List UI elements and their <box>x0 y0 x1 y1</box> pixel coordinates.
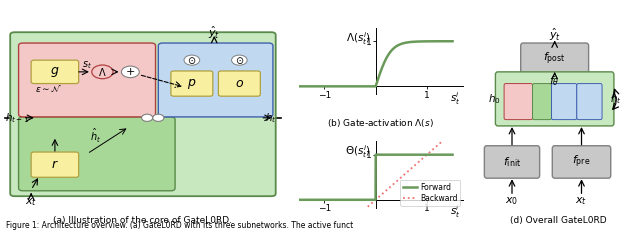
FancyBboxPatch shape <box>31 60 79 84</box>
Text: $r$: $r$ <box>51 158 59 171</box>
Forward <box>449 153 456 156</box>
Text: $\Lambda$: $\Lambda$ <box>98 66 107 78</box>
Text: $\epsilon \sim \mathcal{N}$: $\epsilon \sim \mathcal{N}$ <box>35 82 63 94</box>
FancyBboxPatch shape <box>495 72 614 126</box>
FancyBboxPatch shape <box>484 146 540 178</box>
Forward <box>357 198 365 201</box>
FancyBboxPatch shape <box>521 43 589 74</box>
Text: Figure 1: Architecture overview. (a) GateL0RD with its three subnetworks. The ac: Figure 1: Architecture overview. (a) Gat… <box>6 221 354 230</box>
Forward <box>295 198 303 201</box>
Text: $g$: $g$ <box>50 65 60 79</box>
Text: $+$: $+$ <box>125 66 136 77</box>
Circle shape <box>92 65 113 79</box>
Circle shape <box>122 66 140 78</box>
Backward <box>417 158 425 161</box>
Title: (d) Overall GateL0RD: (d) Overall GateL0RD <box>509 216 606 225</box>
Text: $\odot$: $\odot$ <box>188 55 196 66</box>
FancyBboxPatch shape <box>19 117 175 191</box>
Forward <box>401 153 408 156</box>
FancyBboxPatch shape <box>532 84 552 120</box>
FancyBboxPatch shape <box>504 84 532 120</box>
Backward <box>401 173 408 176</box>
Forward <box>363 198 371 201</box>
Backward <box>357 211 365 214</box>
FancyBboxPatch shape <box>552 146 611 178</box>
Circle shape <box>141 114 153 122</box>
Circle shape <box>232 55 247 65</box>
Text: $p$: $p$ <box>187 76 196 91</box>
Text: $h_0$: $h_0$ <box>488 92 501 106</box>
FancyBboxPatch shape <box>158 43 273 117</box>
FancyBboxPatch shape <box>552 84 577 120</box>
Forward <box>418 153 426 156</box>
Text: $f_{\mathrm{post}}$: $f_{\mathrm{post}}$ <box>543 50 566 67</box>
Backward <box>449 131 456 134</box>
Text: $f_{\mathrm{pre}}$: $f_{\mathrm{pre}}$ <box>572 154 591 170</box>
Forward <box>372 153 380 156</box>
FancyBboxPatch shape <box>31 152 79 177</box>
Text: $s_t^i$: $s_t^i$ <box>450 90 460 107</box>
Text: $f_\theta$: $f_\theta$ <box>549 74 560 88</box>
Text: $o$: $o$ <box>235 77 244 90</box>
Text: $x_0$: $x_0$ <box>506 195 518 207</box>
FancyBboxPatch shape <box>171 71 213 96</box>
Text: $\Theta(s_t^i)$: $\Theta(s_t^i)$ <box>344 143 371 160</box>
Text: $s_t^i$: $s_t^i$ <box>450 203 460 220</box>
Text: $h_t$: $h_t$ <box>611 92 622 106</box>
FancyBboxPatch shape <box>577 84 602 120</box>
FancyBboxPatch shape <box>10 32 276 196</box>
Text: $\hat{h}_t$: $\hat{h}_t$ <box>90 127 101 145</box>
Text: $h_t$: $h_t$ <box>266 111 277 125</box>
Text: $f_{\mathrm{init}}$: $f_{\mathrm{init}}$ <box>503 155 521 169</box>
Forward <box>415 153 422 156</box>
Text: $\hat{y}_t$: $\hat{y}_t$ <box>208 25 220 41</box>
Text: $\odot$: $\odot$ <box>235 55 244 66</box>
Legend: Forward, Backward: Forward, Backward <box>400 180 461 206</box>
Line: Backward: Backward <box>299 132 452 231</box>
Line: Forward: Forward <box>299 155 452 200</box>
Text: $h_{t-1}$: $h_{t-1}$ <box>4 111 29 125</box>
Forward <box>310 198 318 201</box>
FancyBboxPatch shape <box>19 43 156 117</box>
FancyBboxPatch shape <box>218 71 260 96</box>
Text: $s_t$: $s_t$ <box>82 60 92 71</box>
Backward <box>415 161 422 163</box>
Circle shape <box>153 114 164 122</box>
Backward <box>363 207 371 209</box>
Text: $\Lambda(s_t^i)$: $\Lambda(s_t^i)$ <box>346 30 371 47</box>
Text: $\hat{y}_t$: $\hat{y}_t$ <box>548 27 561 43</box>
Text: $x_t$: $x_t$ <box>575 195 588 207</box>
Text: $x_t$: $x_t$ <box>25 197 37 208</box>
Circle shape <box>184 55 200 65</box>
Title: (b) Gate-activation $\Lambda(s)$: (b) Gate-activation $\Lambda(s)$ <box>327 117 434 129</box>
Title: (a) Illustration of the core of GateL0RD.: (a) Illustration of the core of GateL0RD… <box>54 216 232 225</box>
